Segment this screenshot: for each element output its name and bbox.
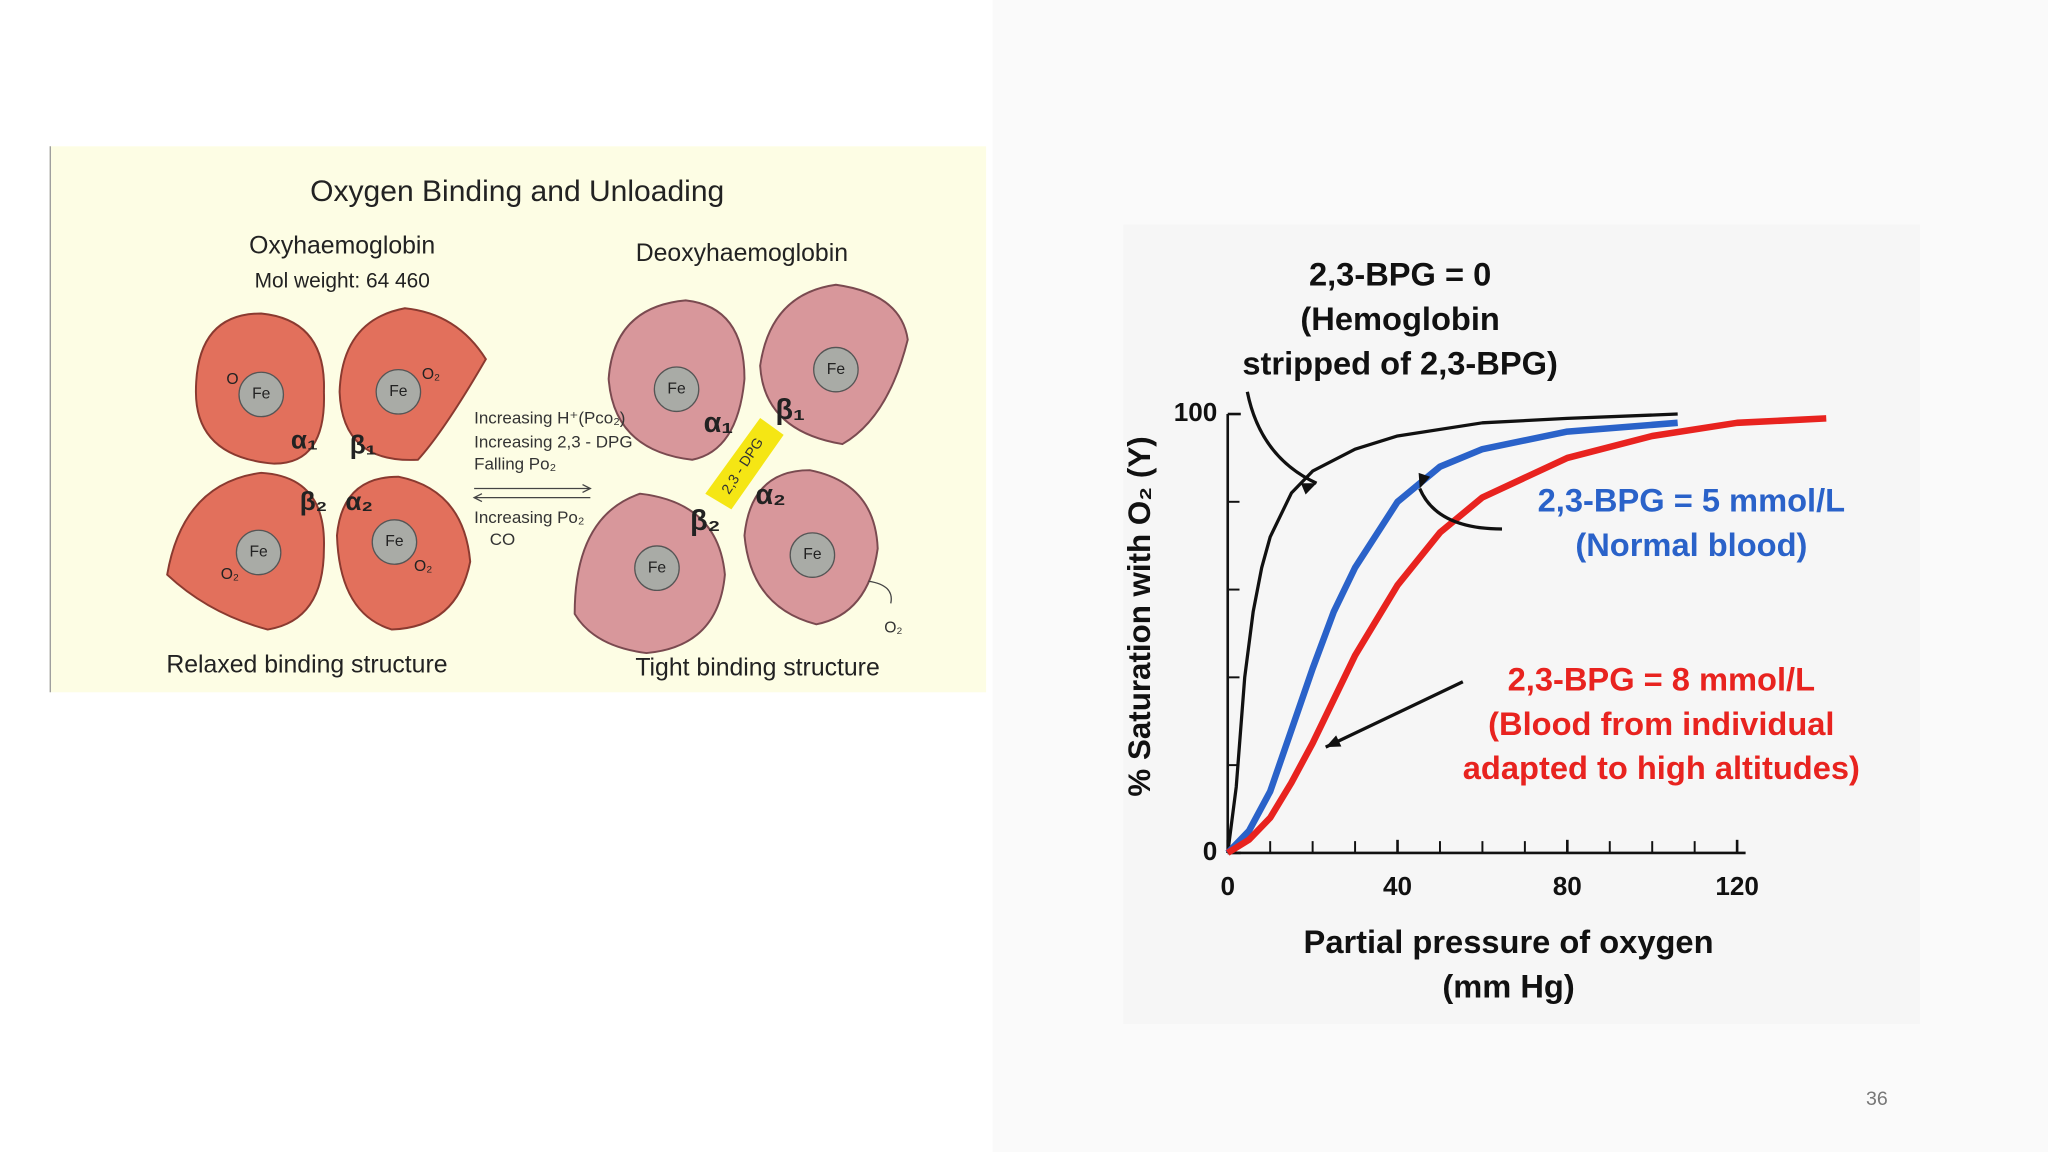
y-tick-label: 100 xyxy=(1174,397,1218,427)
ligand-label: O xyxy=(226,371,238,388)
series-label: 2,3-BPG = 5 mmol/L xyxy=(1538,481,1845,518)
series-label: 2,3-BPG = 0 xyxy=(1309,256,1491,293)
label: Increasing H⁺(Pco₂) xyxy=(474,409,625,428)
label: Increasing 2,3 - DPG xyxy=(474,432,632,451)
arrows xyxy=(472,483,892,604)
series-note: stripped of 2,3-BPG) xyxy=(1242,344,1558,381)
x-axis-title: (mm Hg) xyxy=(1442,967,1574,1004)
iron-label: Fe xyxy=(803,546,822,563)
label: Falling Po₂ xyxy=(474,454,556,473)
subunit-label: β₁ xyxy=(350,430,377,460)
y-axis-title: % Saturation with O₂ (Y) xyxy=(1122,436,1157,796)
y-tick-label: 0 xyxy=(1203,836,1218,866)
x-axis-title: Partial pressure of oxygen xyxy=(1304,923,1714,960)
subunit-label: α₂ xyxy=(345,486,373,516)
series-line xyxy=(1226,415,1827,856)
label: Tight binding structure xyxy=(635,654,879,681)
series-line xyxy=(1226,412,1678,854)
slide-content: Oxygen Binding and Unloading Oxyhaemoglo… xyxy=(49,0,2048,1152)
label: Increasing Po₂ xyxy=(474,508,584,527)
heme xyxy=(789,532,836,578)
chart: 0 100 0 40 80 120 % Saturation with O₂ (Y) Part… xyxy=(1122,256,1860,1005)
x-tick-label: 40 xyxy=(1383,871,1412,901)
label: CO xyxy=(490,530,515,549)
iron-group: Fe Fe Fe Fe Fe Fe Fe Fe xyxy=(235,346,859,592)
series-note: adapted to high altitudes) xyxy=(1463,749,1860,786)
annotation-arrow xyxy=(1418,487,1503,531)
heme xyxy=(375,368,422,415)
ligand-label: O₂ xyxy=(221,566,239,583)
arrowhead xyxy=(1300,483,1317,495)
arrowhead xyxy=(582,483,592,493)
heme xyxy=(634,545,680,592)
heme xyxy=(235,529,282,576)
series-label: 2,3-BPG = 8 mmol/L xyxy=(1508,660,1815,697)
heme xyxy=(813,346,859,393)
bridge xyxy=(705,417,784,510)
arrow xyxy=(868,580,892,604)
label: Relaxed binding structure xyxy=(166,652,447,679)
iron-label: Fe xyxy=(827,361,846,378)
chart-frame xyxy=(1123,224,1920,1024)
arrowhead xyxy=(1418,472,1431,489)
x-tick-label: 120 xyxy=(1715,871,1759,901)
subunit-label: β₂ xyxy=(300,486,328,516)
iron-label: Fe xyxy=(252,386,271,403)
series-line xyxy=(1225,419,1678,856)
heme xyxy=(371,519,418,565)
arrowhead xyxy=(1325,735,1342,748)
heme xyxy=(238,371,285,418)
label: O₂ xyxy=(884,619,902,636)
label: Deoxyhaemoglobin xyxy=(636,240,848,267)
heme xyxy=(653,366,700,413)
subunit-label: α₁ xyxy=(291,424,318,454)
subunit-label: β₁ xyxy=(775,394,804,426)
x-tick-label: 0 xyxy=(1220,871,1235,901)
x-tick-label: 80 xyxy=(1553,871,1582,901)
iron-label: Fe xyxy=(389,383,408,400)
ligand-label: O₂ xyxy=(414,558,432,575)
series-note: (Blood from individual xyxy=(1488,705,1834,742)
ligand-label: O₂ xyxy=(422,366,440,383)
subunit-label: α₂ xyxy=(755,479,785,511)
label: Oxyhaemoglobin xyxy=(249,232,435,259)
subunit-label: β₂ xyxy=(690,505,720,537)
iron-label: Fe xyxy=(667,380,686,397)
diagram: Oxygen Binding and Unloading Oxyhaemoglo… xyxy=(49,146,987,693)
series-note: (Hemoglobin xyxy=(1300,300,1499,337)
iron-label: Fe xyxy=(648,559,667,576)
iron-label: Fe xyxy=(385,533,404,550)
slide-number: 36 xyxy=(1866,1088,1888,1110)
label: Mol weight: 64 460 xyxy=(255,270,430,293)
series-note: (Normal blood) xyxy=(1575,526,1807,563)
iron-label: Fe xyxy=(249,544,268,561)
arrowhead xyxy=(472,493,483,503)
annotation-arrow xyxy=(1245,391,1318,485)
subunit-label: α₁ xyxy=(704,407,734,439)
annotation-arrow xyxy=(1324,680,1464,749)
diagram-title: Oxygen Binding and Unloading xyxy=(310,175,724,208)
